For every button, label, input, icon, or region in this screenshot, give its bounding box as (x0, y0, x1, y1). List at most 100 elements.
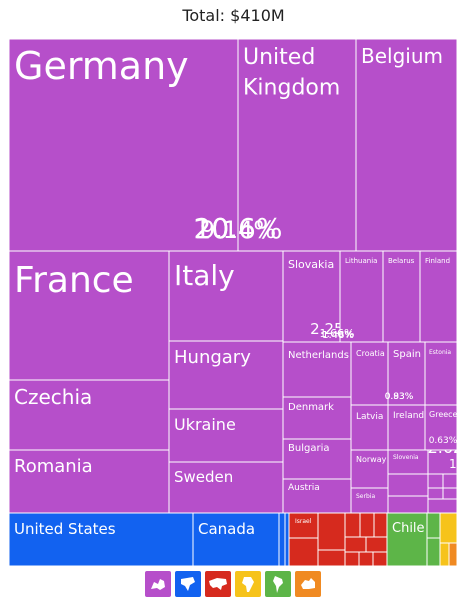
treemap-tile-israel[interactable]: Israel0.36% (288, 512, 467, 539)
treemap-tile-serbia[interactable]: Serbia0.4% (350, 487, 467, 514)
oceania-icon[interactable] (295, 571, 321, 597)
treemap-rect[interactable] (386, 512, 428, 567)
tile-name-label: Chile (392, 521, 425, 536)
treemap-rect[interactable] (288, 537, 319, 567)
tile-name-label: Bulgaria (288, 443, 329, 454)
treemap-tile-canada[interactable]: Canada1.91% (192, 512, 467, 567)
treemap-tile[interactable] (426, 512, 441, 539)
treemap-tile[interactable] (344, 551, 360, 567)
asia-icon[interactable] (205, 571, 231, 597)
treemap-tile[interactable] (317, 549, 346, 567)
south-america-icon[interactable] (265, 571, 291, 597)
treemap-tile-belarus[interactable]: Belarus 1.48% (322, 250, 421, 343)
treemap-tile-france[interactable]: France8.72% (8, 250, 405, 381)
tile-name-label: Latvia (356, 412, 383, 422)
treemap-rect[interactable] (8, 512, 194, 567)
tile-value-label: 0.83% (385, 392, 414, 402)
tile-name-label: Croatia (356, 349, 385, 358)
treemap-rect[interactable] (419, 250, 458, 343)
treemap-tile-denmark[interactable]: Denmark1.2% (282, 396, 444, 440)
tile-name-label: Slovakia (288, 258, 334, 271)
tile-name-label: Denmark (288, 402, 334, 413)
treemap-tile-germany[interactable]: Germany20.7% (8, 38, 282, 252)
treemap-rect[interactable] (237, 38, 357, 252)
treemap-tile[interactable] (372, 551, 388, 567)
treemap-tile-finland[interactable]: Finland 1.46% (322, 250, 458, 343)
treemap-rect[interactable] (387, 341, 426, 406)
treemap-tile-chile[interactable]: Chile0.92% (386, 512, 467, 567)
tile-value-label: 1.66% (320, 327, 355, 340)
treemap-tile[interactable] (442, 473, 458, 489)
treemap-rect[interactable] (8, 38, 239, 252)
treemap-rect[interactable] (387, 449, 429, 475)
treemap-tile-austria[interactable]: Austria1.03% (282, 478, 467, 514)
tile-name-label: Greece (429, 410, 458, 419)
treemap-tile-belgium[interactable]: Belgium 9.14% (200, 38, 458, 252)
treemap-tile-spain[interactable]: Spain 0.93% (385, 341, 426, 406)
tile-name-label: Estonia (429, 349, 451, 356)
tile-value-label: 10.6% (194, 212, 283, 245)
africa-icon[interactable] (235, 571, 261, 597)
treemap-rect[interactable] (8, 379, 170, 451)
tile-name-label: Sweden (174, 468, 233, 486)
treemap-tile[interactable] (442, 487, 458, 500)
tile-name-label: Netherlands (288, 350, 349, 361)
tile-value-label: 0.39% (459, 464, 467, 471)
treemap-rect[interactable] (282, 396, 352, 440)
treemap-tile[interactable] (344, 536, 367, 553)
north-america-icon[interactable] (175, 571, 201, 597)
treemap-rect[interactable] (168, 461, 284, 514)
tile-name-label: Belarus (388, 257, 415, 265)
treemap-tile-slovenia[interactable]: Slovenia 0.39% (387, 449, 467, 475)
tile-name-label: Israel (295, 518, 312, 525)
treemap-tile[interactable] (373, 512, 388, 538)
treemap-tile-bulgaria[interactable]: Bulgaria 1.13% (282, 438, 467, 480)
treemap-rect[interactable] (282, 341, 352, 398)
treemap-tile[interactable] (426, 537, 441, 567)
treemap-tile[interactable] (344, 512, 361, 538)
treemap-rect[interactable] (382, 250, 421, 343)
treemap-tile[interactable] (427, 473, 444, 489)
treemap-rect[interactable] (8, 250, 170, 381)
treemap-rect[interactable] (317, 512, 346, 551)
treemap-tile-unlabeled[interactable]: 0.55% (288, 537, 467, 567)
treemap-tile[interactable] (359, 512, 375, 538)
treemap-tile[interactable] (448, 542, 458, 567)
treemap-tile[interactable] (427, 487, 444, 500)
treemap-rect[interactable] (350, 404, 389, 451)
chart-title: Total: $410M (182, 6, 285, 25)
tile-name-label: Ukraine (174, 415, 236, 434)
tile-name-label: Slovenia (393, 454, 419, 461)
treemap-rect[interactable] (288, 512, 319, 539)
treemap-rect[interactable] (424, 404, 458, 451)
treemap-tile[interactable] (387, 495, 429, 514)
treemap-tile-greece[interactable]: Greece 0.63% (424, 404, 458, 451)
tile-value-label: 0.93% (385, 392, 414, 402)
treemap-tile-sweden[interactable]: Sweden2.4% (168, 461, 467, 514)
treemap-tile[interactable] (278, 512, 286, 567)
treemap-tile[interactable] (427, 498, 458, 514)
tile-value-label: 1.46% (322, 330, 354, 341)
treemap-rect[interactable] (168, 408, 284, 463)
treemap-tile[interactable] (387, 473, 429, 497)
treemap-tile[interactable] (439, 512, 458, 544)
treemap-tile[interactable] (439, 542, 450, 567)
tile-name-label: Romania (14, 456, 93, 477)
treemap-rect[interactable] (355, 38, 458, 252)
treemap-tile-united-states[interactable]: United States4.14% (8, 512, 467, 567)
treemap-tile-lithuania[interactable]: Lithuania 1.66% (320, 250, 384, 343)
treemap-rect[interactable] (350, 487, 389, 514)
tile-name-label: Austria (288, 483, 320, 493)
treemap-tile-unlabeled[interactable]: 0.35% (317, 512, 467, 551)
treemap-tile[interactable] (365, 536, 388, 553)
treemap-rect[interactable] (168, 340, 284, 410)
treemap-tile-united-kingdom[interactable]: United Kingdom 10.6% (194, 38, 357, 252)
treemap-tile[interactable] (284, 512, 290, 567)
europe-icon[interactable] (145, 571, 171, 597)
treemap-rect[interactable] (192, 512, 280, 567)
tile-name-label: Czechia (14, 385, 92, 409)
tile-name-label: France (14, 260, 134, 301)
treemap-tile-romania[interactable]: Romania4.3% (8, 449, 467, 514)
treemap-rect[interactable] (8, 449, 170, 514)
treemap-tile[interactable] (358, 551, 374, 567)
